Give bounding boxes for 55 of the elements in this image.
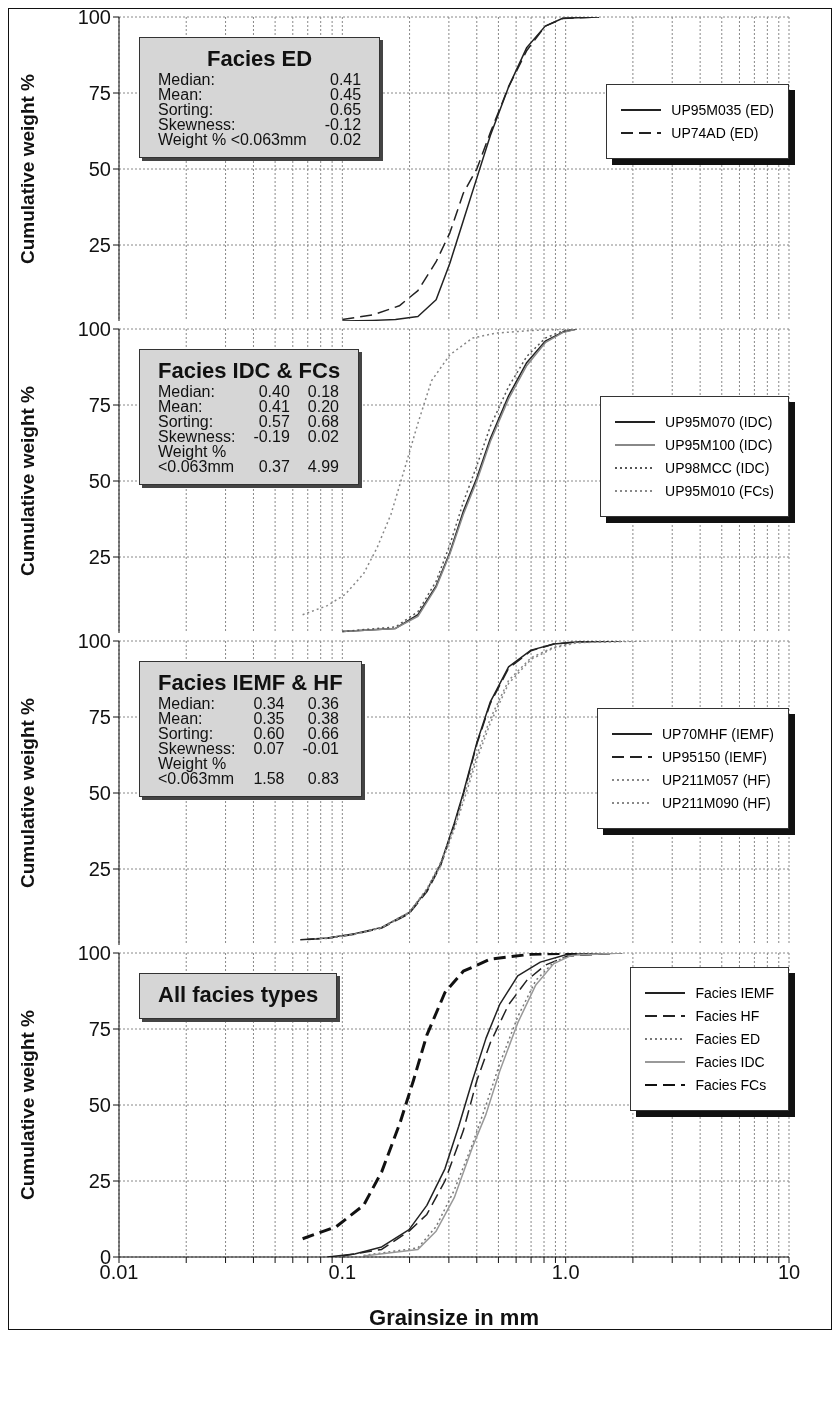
y-tick-label: 100 xyxy=(77,318,111,341)
legend-label: Facies ED xyxy=(695,1031,760,1047)
y-tick-label: 25 xyxy=(88,1170,111,1193)
text: Weight % <0.063mm 0.02 xyxy=(158,131,362,148)
legend-label: UP98MCC (IDC) xyxy=(665,460,770,476)
text: Median: 0.34 0.36 xyxy=(158,695,339,712)
y-tick-label: 25 xyxy=(88,234,111,257)
legend-label: Facies FCs xyxy=(695,1077,767,1093)
text: Mean: 0.45 xyxy=(158,86,362,103)
legend-label: UP95M035 (ED) xyxy=(671,102,774,118)
y-tick-label: 25 xyxy=(88,858,111,881)
text: Facies ED xyxy=(206,46,314,72)
y-axis-title: Cumulative weight % xyxy=(16,1009,38,1201)
legend-label: Facies IDC xyxy=(695,1054,765,1070)
y-tick-label: 100 xyxy=(77,630,111,653)
y-tick-label: 75 xyxy=(88,82,111,105)
text: All facies types xyxy=(158,982,319,1008)
y-tick-label: 50 xyxy=(88,470,111,493)
legend-label: UP211M057 (HF) xyxy=(662,772,771,788)
annotation: Weight % xyxy=(158,755,228,772)
legend-label: UP95M010 (FCs) xyxy=(665,483,774,499)
text: Sorting: 0.60 0.66 xyxy=(158,725,339,742)
text: Facies IEMF & HF xyxy=(158,670,343,696)
y-tick-label: 25 xyxy=(88,546,111,569)
x-tick-label: 1.0 xyxy=(551,1261,580,1284)
text: Facies IDC & FCs xyxy=(158,358,341,384)
text: Median: 0.40 0.18 xyxy=(158,383,339,400)
text: Sorting: 0.57 0.68 xyxy=(158,413,339,430)
legend-label: UP70MHF (IEMF) xyxy=(662,726,774,742)
legend-label: UP74AD (ED) xyxy=(671,125,759,141)
y-tick-label: 100 xyxy=(77,6,111,29)
y-tick-label: 50 xyxy=(88,782,111,805)
legend-label: Facies IEMF xyxy=(695,985,774,1001)
y-axis-title: Cumulative weight % xyxy=(16,697,38,889)
y-tick-label: 50 xyxy=(88,1094,111,1117)
y-tick-label: 100 xyxy=(77,942,111,965)
text: Mean: 0.35 0.38 xyxy=(158,710,339,727)
y-axis-title: Cumulative weight % xyxy=(16,73,38,265)
legend-label: UP95150 (IEMF) xyxy=(662,749,768,765)
annotation: Weight % xyxy=(158,443,228,460)
y-tick-label: 75 xyxy=(88,706,111,729)
legend-label: UP211M090 (HF) xyxy=(662,795,771,811)
x-axis-title: Grainsize in mm xyxy=(369,1305,539,1330)
y-tick-label: 50 xyxy=(88,158,111,181)
text: Sorting: 0.65 xyxy=(158,101,362,118)
y-tick-label: 75 xyxy=(88,1018,111,1041)
text: Median: 0.41 xyxy=(158,71,362,88)
text: Mean: 0.41 0.20 xyxy=(158,398,339,415)
legend-label: UP95M070 (IDC) xyxy=(665,414,773,430)
y-tick-label: 75 xyxy=(88,394,111,417)
legend-label: UP95M100 (IDC) xyxy=(665,437,773,453)
y-axis-title: Cumulative weight % xyxy=(16,385,38,577)
x-tick-label: 10 xyxy=(777,1261,801,1284)
x-tick-label: 0.1 xyxy=(328,1261,357,1284)
legend-label: Facies HF xyxy=(695,1008,760,1024)
